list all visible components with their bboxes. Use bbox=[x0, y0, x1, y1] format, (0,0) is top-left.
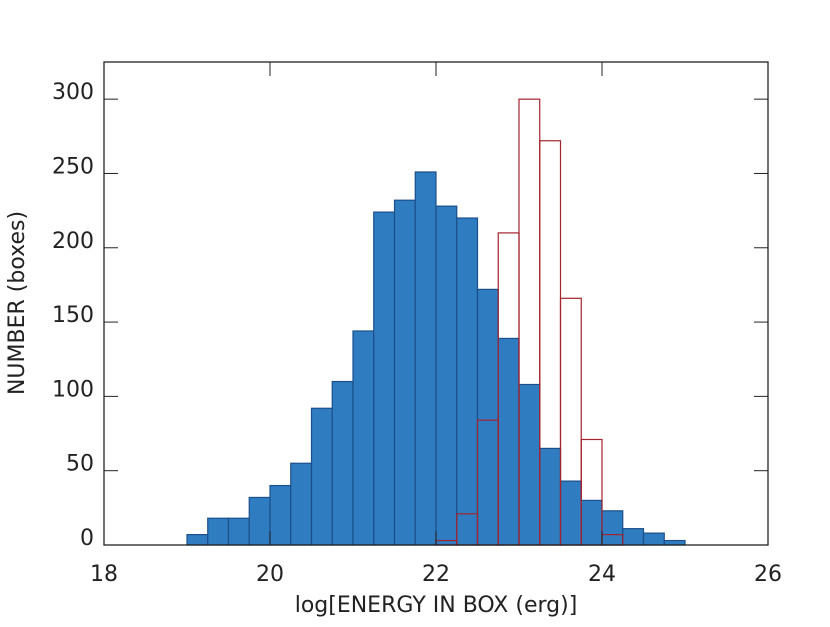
bar bbox=[373, 211, 396, 546]
bar bbox=[207, 517, 230, 546]
bar bbox=[227, 517, 250, 546]
bar bbox=[331, 380, 354, 546]
bar bbox=[518, 383, 541, 546]
y-tick-label: 200 bbox=[52, 229, 94, 254]
bar bbox=[622, 528, 645, 546]
bar bbox=[269, 484, 292, 546]
bar bbox=[290, 462, 313, 546]
y-tick-label: 300 bbox=[52, 80, 94, 105]
y-tick-label: 250 bbox=[52, 154, 94, 179]
x-tick-label: 24 bbox=[588, 562, 616, 587]
y-tick-label: 0 bbox=[80, 526, 94, 551]
bar bbox=[414, 171, 437, 546]
x-axis-label: log[ENERGY IN BOX (erg)] bbox=[295, 593, 578, 618]
x-tick-label: 18 bbox=[90, 562, 118, 587]
bar bbox=[352, 330, 375, 546]
bar bbox=[559, 480, 582, 546]
x-tick-label: 22 bbox=[422, 562, 450, 587]
y-tick-label: 150 bbox=[52, 303, 94, 328]
bar bbox=[642, 532, 665, 546]
bar bbox=[456, 217, 479, 546]
bar bbox=[580, 499, 603, 546]
bar bbox=[539, 447, 562, 546]
bar bbox=[435, 205, 458, 546]
y-axis-label: NUMBER (boxes) bbox=[5, 211, 30, 395]
y-tick-label: 100 bbox=[52, 377, 94, 402]
bar bbox=[248, 496, 271, 546]
bar bbox=[601, 510, 624, 546]
bar bbox=[310, 407, 333, 546]
bar bbox=[497, 337, 520, 546]
x-tick-label: 20 bbox=[256, 562, 284, 587]
x-tick-label: 26 bbox=[754, 562, 782, 587]
bar bbox=[663, 539, 686, 546]
bar bbox=[476, 288, 499, 546]
bar bbox=[186, 533, 209, 546]
bar bbox=[393, 199, 416, 546]
y-tick-label: 50 bbox=[66, 452, 94, 477]
